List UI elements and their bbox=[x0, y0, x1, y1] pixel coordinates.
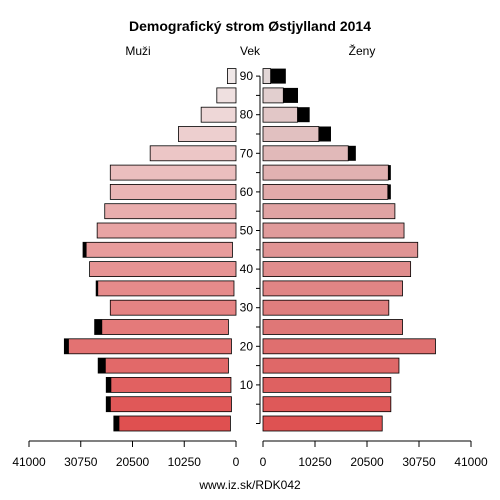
male-bar-0-4 bbox=[113, 415, 231, 432]
male-bars bbox=[63, 68, 237, 432]
x-tick-label: 30750 bbox=[402, 455, 436, 469]
age-tick-label: 50 bbox=[240, 224, 254, 238]
female-bar-55-59 bbox=[262, 203, 396, 220]
x-tick-label: 41000 bbox=[454, 455, 488, 469]
male-bar-20-24 bbox=[63, 338, 232, 355]
female-foreign-bar-60-64 bbox=[387, 184, 391, 200]
male-bar-50-54 bbox=[96, 222, 237, 239]
female-bar-60-64 bbox=[262, 183, 389, 200]
male-bar-25-29 bbox=[94, 319, 229, 335]
male-foreign-bar-20-24 bbox=[64, 338, 69, 354]
male-bar-15-19 bbox=[97, 357, 229, 374]
female-bar-90+ bbox=[262, 68, 272, 84]
female-bar-35-39 bbox=[262, 280, 403, 297]
female-bar-70-74 bbox=[262, 145, 349, 162]
male-foreign-bar-25-29 bbox=[94, 319, 103, 335]
male-bar-55-59 bbox=[104, 203, 237, 220]
male-bar-85-89 bbox=[216, 87, 237, 104]
female-bars bbox=[262, 68, 436, 432]
female-bar-65-69 bbox=[262, 164, 389, 181]
age-tick-label: 40 bbox=[240, 262, 254, 276]
male-bar-40-44 bbox=[89, 261, 237, 278]
male-bar-75-79 bbox=[178, 126, 237, 142]
female-bar-75-79 bbox=[262, 126, 320, 142]
female-bar-30-34 bbox=[262, 299, 390, 316]
male-bar-60-64 bbox=[109, 183, 237, 200]
male-label: Muži bbox=[125, 44, 150, 58]
x-tick-label: 41000 bbox=[12, 455, 46, 469]
age-tick-label: 10 bbox=[240, 378, 254, 392]
x-tick-label: 0 bbox=[233, 455, 240, 469]
female-foreign-bar-65-69 bbox=[388, 165, 391, 181]
female-bar-25-29 bbox=[262, 319, 403, 335]
x-tick-label: 10250 bbox=[298, 455, 332, 469]
chart-title: Demografický strom Østjylland 2014 bbox=[129, 18, 371, 34]
female-label: Ženy bbox=[349, 43, 376, 58]
male-bar-80-84 bbox=[200, 106, 237, 123]
female-x-axis: 0 10250 20500 30750 41000 bbox=[260, 440, 488, 469]
footer-source: www.iz.sk/RDK042 bbox=[198, 478, 301, 492]
male-foreign-bar-35-39 bbox=[96, 280, 99, 296]
x-tick-label: 20500 bbox=[350, 455, 384, 469]
female-bar-5-9 bbox=[262, 396, 392, 413]
age-tick-label: 80 bbox=[240, 108, 254, 122]
x-tick-label: 20500 bbox=[116, 455, 150, 469]
male-bar-70-74 bbox=[149, 145, 237, 162]
age-label: Vek bbox=[240, 44, 261, 58]
male-bar-45-49 bbox=[82, 241, 233, 258]
age-tick-label: 20 bbox=[240, 339, 254, 353]
female-bar-20-24 bbox=[262, 338, 436, 355]
male-foreign-bar-5-9 bbox=[106, 396, 111, 412]
male-bar-90+ bbox=[227, 68, 237, 84]
age-tick-label: 70 bbox=[240, 146, 254, 160]
x-tick-label: 0 bbox=[260, 455, 267, 469]
male-bar-65-69 bbox=[109, 164, 237, 181]
male-foreign-bar-45-49 bbox=[83, 242, 87, 258]
female-foreign-bar-90+ bbox=[270, 68, 286, 84]
female-bar-10-14 bbox=[262, 376, 392, 393]
female-foreign-bar-85-89 bbox=[283, 87, 299, 103]
male-bar-5-9 bbox=[105, 396, 232, 413]
age-tick-label: 30 bbox=[240, 301, 254, 315]
female-foreign-bar-75-79 bbox=[318, 126, 331, 142]
male-bar-10-14 bbox=[105, 376, 232, 393]
male-x-axis: 41000 30750 20500 10250 0 bbox=[12, 440, 240, 469]
male-foreign-bar-15-19 bbox=[98, 358, 106, 374]
age-tick-label: 60 bbox=[240, 185, 254, 199]
female-foreign-bar-70-74 bbox=[348, 145, 356, 161]
age-axis: 10 20 30 40 50 60 70 80 90 bbox=[240, 69, 261, 424]
female-bar-50-54 bbox=[262, 222, 405, 239]
male-bar-35-39 bbox=[95, 280, 235, 297]
female-bar-85-89 bbox=[262, 87, 284, 104]
female-bar-80-84 bbox=[262, 106, 298, 123]
female-bar-40-44 bbox=[262, 261, 412, 278]
female-bar-15-19 bbox=[262, 357, 400, 374]
female-foreign-bar-80-84 bbox=[297, 107, 310, 123]
x-tick-label: 30750 bbox=[64, 455, 98, 469]
male-bar-30-34 bbox=[109, 299, 237, 316]
female-bar-0-4 bbox=[262, 415, 383, 432]
x-tick-label: 10250 bbox=[168, 455, 202, 469]
male-foreign-bar-0-4 bbox=[113, 416, 120, 431]
male-foreign-bar-10-14 bbox=[106, 377, 112, 393]
female-bar-45-49 bbox=[262, 241, 419, 258]
age-tick-label: 90 bbox=[240, 69, 254, 83]
